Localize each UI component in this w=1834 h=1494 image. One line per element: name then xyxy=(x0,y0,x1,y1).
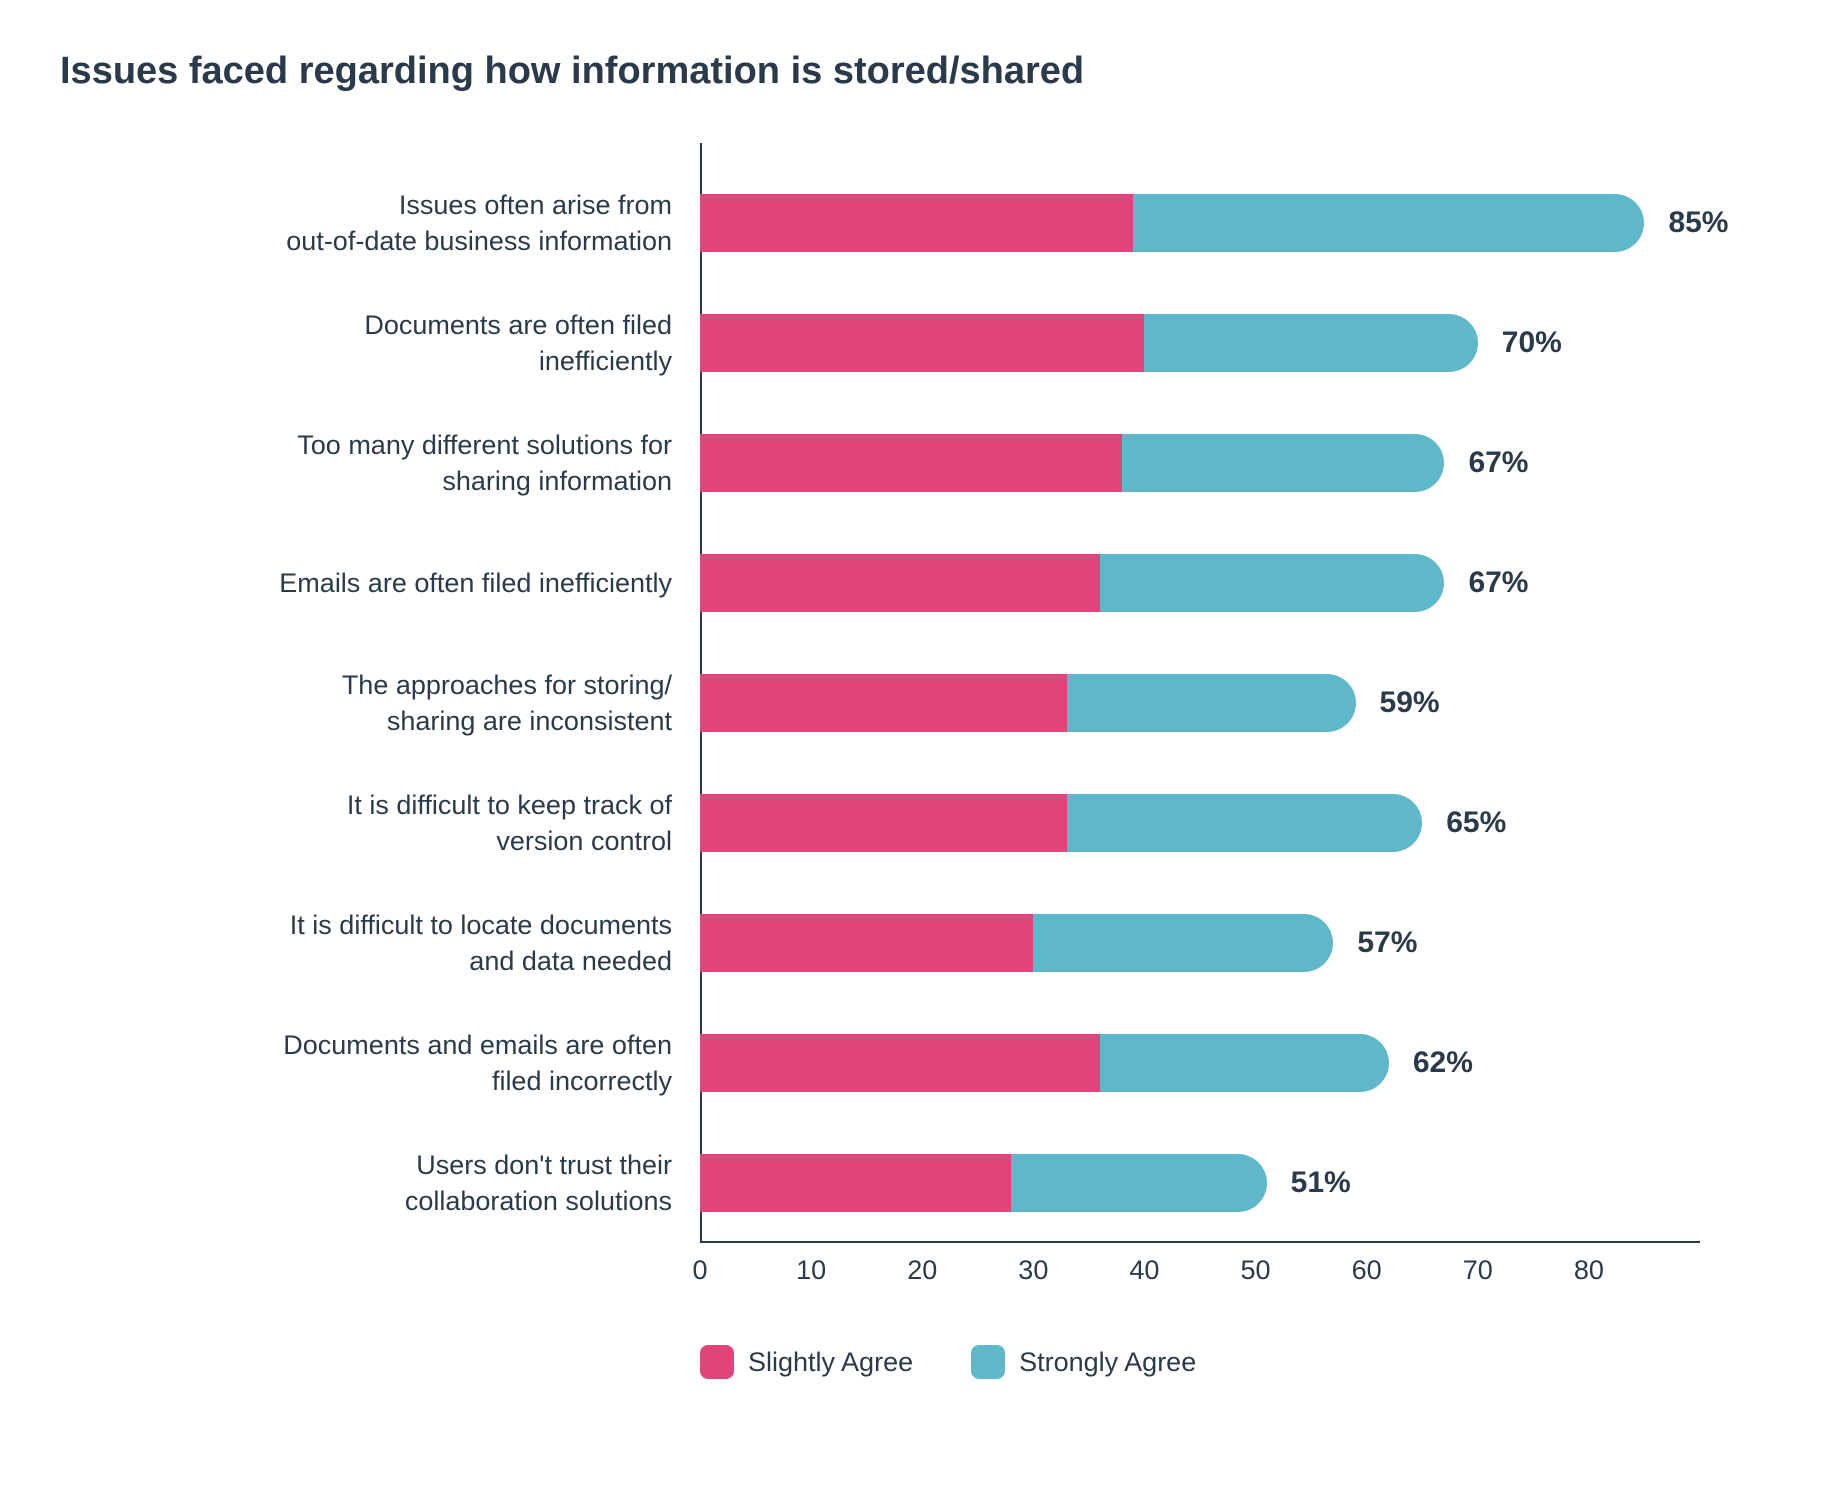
category-label-text: Too many different solutions forsharing … xyxy=(297,427,672,500)
bar-row: 62% xyxy=(700,1003,1700,1123)
legend-item: Slightly Agree xyxy=(700,1345,913,1379)
category-label-text: Documents and emails are oftenfiled inco… xyxy=(283,1027,672,1100)
bar-row: 65% xyxy=(700,763,1700,883)
bar-segment-strongly-agree xyxy=(1144,314,1477,372)
bar-track: 65% xyxy=(700,794,1700,852)
bar-segment-slightly-agree xyxy=(700,434,1122,492)
legend-swatch xyxy=(700,1345,734,1379)
x-tick-label: 10 xyxy=(796,1255,826,1286)
category-label-text: It is difficult to locate documentsand d… xyxy=(290,907,672,980)
category-label: Documents are often filedinefficiently xyxy=(60,283,700,403)
plot-area: Issues often arise fromout-of-date busin… xyxy=(60,163,1774,1243)
x-tick-label: 0 xyxy=(692,1255,707,1286)
category-label: Issues often arise fromout-of-date busin… xyxy=(60,163,700,283)
bar-track: 85% xyxy=(700,194,1700,252)
bar-total-label: 67% xyxy=(1468,566,1528,600)
bar-segment-strongly-agree xyxy=(1100,1034,1389,1092)
bar-total-label: 51% xyxy=(1291,1166,1351,1200)
bar-row: 67% xyxy=(700,523,1700,643)
bar-total-label: 85% xyxy=(1668,206,1728,240)
category-label: Emails are often filed inefficiently xyxy=(60,523,700,643)
bar-segment-slightly-agree xyxy=(700,794,1067,852)
legend-swatch xyxy=(971,1345,1005,1379)
bar-segment-slightly-agree xyxy=(700,554,1100,612)
bar-total-label: 59% xyxy=(1380,686,1440,720)
legend-label: Slightly Agree xyxy=(748,1347,913,1378)
bar-segment-strongly-agree xyxy=(1067,674,1356,732)
bar-row: 51% xyxy=(700,1123,1700,1243)
bar-track: 59% xyxy=(700,674,1700,732)
bar-segment-strongly-agree xyxy=(1033,914,1333,972)
legend-item: Strongly Agree xyxy=(971,1345,1196,1379)
category-label-text: Users don't trust theircollaboration sol… xyxy=(405,1147,672,1220)
category-label: Too many different solutions forsharing … xyxy=(60,403,700,523)
bar-row: 67% xyxy=(700,403,1700,523)
bar-segment-slightly-agree xyxy=(700,1034,1100,1092)
bar-segment-strongly-agree xyxy=(1067,794,1423,852)
x-tick-label: 60 xyxy=(1352,1255,1382,1286)
bar-segment-slightly-agree xyxy=(700,914,1033,972)
x-tick-label: 20 xyxy=(907,1255,937,1286)
category-label: The approaches for storing/sharing are i… xyxy=(60,643,700,763)
category-label: It is difficult to keep track ofversion … xyxy=(60,763,700,883)
category-label: Documents and emails are oftenfiled inco… xyxy=(60,1003,700,1123)
bar-row: 70% xyxy=(700,283,1700,403)
category-label-text: The approaches for storing/sharing are i… xyxy=(342,667,672,740)
category-label-text: Issues often arise fromout-of-date busin… xyxy=(286,187,672,260)
bar-total-label: 70% xyxy=(1502,326,1562,360)
bar-total-label: 57% xyxy=(1357,926,1417,960)
x-tick-label: 50 xyxy=(1241,1255,1271,1286)
bar-track: 70% xyxy=(700,314,1700,372)
bar-row: 59% xyxy=(700,643,1700,763)
bar-track: 67% xyxy=(700,554,1700,612)
legend: Slightly Agree Strongly Agree xyxy=(700,1345,1774,1379)
bar-track: 62% xyxy=(700,1034,1700,1092)
category-label-text: Documents are often filedinefficiently xyxy=(364,307,672,380)
bar-segment-slightly-agree xyxy=(700,314,1144,372)
bar-track: 51% xyxy=(700,1154,1700,1212)
x-tick-label: 70 xyxy=(1463,1255,1493,1286)
category-label: Users don't trust theircollaboration sol… xyxy=(60,1123,700,1243)
issues-chart: Issues faced regarding how information i… xyxy=(60,50,1774,1379)
category-label-text: Emails are often filed inefficiently xyxy=(279,565,672,601)
bar-total-label: 62% xyxy=(1413,1046,1473,1080)
x-axis-line xyxy=(700,1241,1700,1243)
bar-track: 67% xyxy=(700,434,1700,492)
y-axis-labels: Issues often arise fromout-of-date busin… xyxy=(60,163,700,1243)
bar-segment-slightly-agree xyxy=(700,1154,1011,1212)
x-tick-label: 30 xyxy=(1018,1255,1048,1286)
x-tick-label: 40 xyxy=(1129,1255,1159,1286)
x-tick-label: 80 xyxy=(1574,1255,1604,1286)
bar-row: 57% xyxy=(700,883,1700,1003)
category-label-text: It is difficult to keep track ofversion … xyxy=(347,787,672,860)
bar-track: 57% xyxy=(700,914,1700,972)
category-label: It is difficult to locate documentsand d… xyxy=(60,883,700,1003)
bar-total-label: 67% xyxy=(1468,446,1528,480)
bar-segment-strongly-agree xyxy=(1122,434,1444,492)
bar-total-label: 65% xyxy=(1446,806,1506,840)
bar-segment-strongly-agree xyxy=(1133,194,1644,252)
chart-title: Issues faced regarding how information i… xyxy=(60,50,1774,93)
x-axis-ticks: 01020304050607080 xyxy=(700,1255,1700,1305)
chart-body: Issues often arise fromout-of-date busin… xyxy=(60,163,1774,1379)
bar-row: 85% xyxy=(700,163,1700,283)
bar-segment-strongly-agree xyxy=(1100,554,1444,612)
bar-segment-slightly-agree xyxy=(700,674,1067,732)
bar-segment-slightly-agree xyxy=(700,194,1133,252)
bars-column: 85% 70% 67% 67% 59% 65% 57% 62% 51% xyxy=(700,163,1700,1243)
bar-segment-strongly-agree xyxy=(1011,1154,1267,1212)
legend-label: Strongly Agree xyxy=(1019,1347,1196,1378)
